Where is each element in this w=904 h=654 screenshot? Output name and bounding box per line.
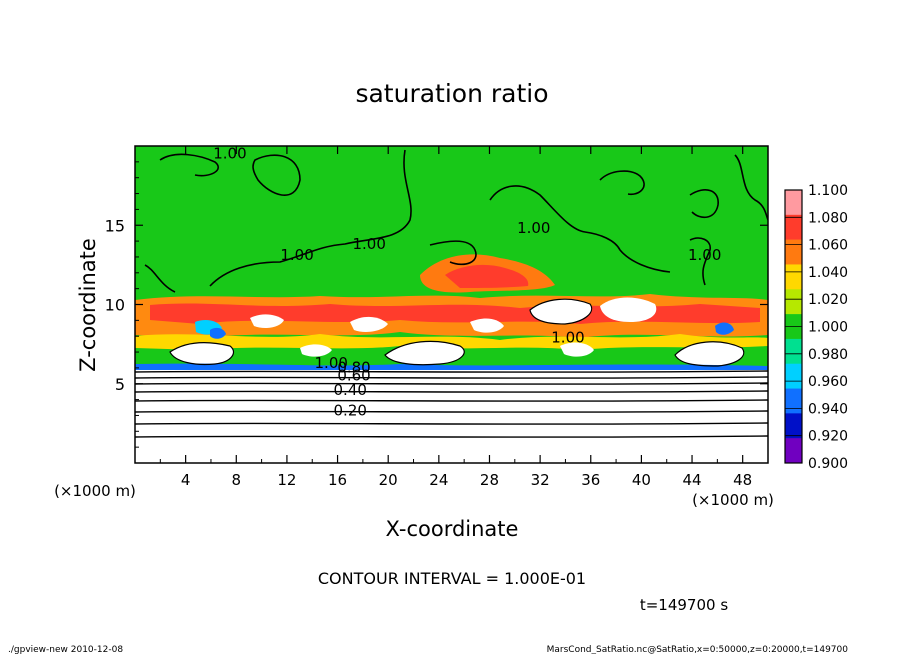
contour-label: 1.00	[517, 219, 550, 237]
footer-left: ./gpview-new 2010-12-08	[8, 645, 123, 654]
colorbar-label: 0.960	[808, 374, 848, 390]
colorbar-swatch	[785, 438, 802, 464]
x-axis-label: X-coordinate	[386, 517, 519, 541]
x-tick-label: 8	[232, 471, 242, 489]
colorbar-swatch	[785, 190, 802, 216]
unsaturated-region	[135, 368, 768, 463]
colorbar-swatch	[785, 363, 802, 389]
x-unit-label: (×1000 m)	[692, 491, 774, 509]
contour-label: 0.60	[337, 367, 370, 385]
colorbar-swatch	[785, 413, 802, 439]
y-tick-label: 15	[105, 216, 125, 235]
x-tick-label: 48	[733, 471, 752, 489]
contour-label: 1.00	[353, 235, 386, 253]
x-axis: 4 8 12 16 20 24 28 32 36 40 44 48	[159, 146, 752, 489]
colorbar-label: 1.000	[808, 320, 848, 336]
contour-labels: 1.001.001.001.001.001.001.000.800.600.40…	[213, 145, 721, 419]
y-axis: 5 10 15	[105, 161, 768, 448]
contour-label: 1.00	[688, 246, 721, 264]
colorbar-label: 1.060	[808, 238, 848, 254]
contour-label: 1.00	[213, 145, 246, 163]
x-tick-label: 12	[277, 471, 296, 489]
colorbar-swatch	[785, 338, 802, 365]
colorbar-label: 1.020	[808, 292, 848, 308]
y-tick-label: 10	[105, 296, 125, 315]
y-axis-label: Z-coordinate	[76, 238, 100, 372]
colorbar-label: 0.940	[808, 401, 848, 417]
x-tick-label: 28	[480, 471, 499, 489]
contours-lower	[135, 370, 768, 438]
contour-label: 0.20	[334, 401, 367, 419]
contours-upper	[144, 149, 768, 293]
x-tick-label: 20	[379, 471, 398, 489]
colorbar-label: 1.100	[808, 183, 848, 199]
colorbar-swatch	[785, 289, 802, 315]
colorbar-swatch	[785, 388, 802, 414]
y-tick-label: 5	[115, 375, 125, 394]
upper-plume-core	[445, 264, 529, 288]
contour-label: 0.40	[334, 381, 367, 399]
colorbar-swatch	[785, 214, 802, 240]
footer-right: MarsCond_SatRatio.nc@SatRatio,x=0:50000,…	[547, 645, 849, 654]
contours-holes	[169, 298, 745, 367]
colorbar-label: 0.980	[808, 347, 848, 363]
x-tick-label: 36	[581, 471, 600, 489]
y-unit-label: (×1000 m)	[54, 482, 136, 500]
x-tick-label: 40	[632, 471, 651, 489]
colorbar: 1.100 1.080 1.060 1.040 1.020 1.000 0.980 0.960…	[784, 183, 848, 472]
cloud-band-yellow	[135, 334, 768, 350]
blue-patch-right	[715, 322, 734, 335]
chart-title: saturation ratio	[355, 79, 548, 108]
x-tick-label: 4	[181, 471, 191, 489]
time-label: t=149700 s	[640, 596, 728, 614]
colorbar-label: 1.080	[808, 210, 848, 226]
blue-patch-left	[210, 327, 226, 339]
contour-label: 1.00	[551, 329, 584, 347]
cloud-band-red	[150, 303, 760, 324]
colorbar-label: 0.900	[808, 456, 848, 472]
colorbar-label: 1.040	[808, 265, 848, 281]
contour-label: 1.00	[280, 246, 313, 264]
contour-label: 1.00	[315, 354, 348, 372]
contour-interval: CONTOUR INTERVAL = 1.000E-01	[318, 569, 586, 588]
x-tick-label: 44	[682, 471, 701, 489]
cloud-base-band	[135, 363, 768, 370]
x-tick-label: 16	[328, 471, 347, 489]
colorbar-swatch	[785, 264, 802, 290]
colorbar-swatch	[785, 239, 802, 265]
white-holes	[170, 297, 744, 366]
plot-area: 1.001.001.001.001.001.001.000.800.600.40…	[105, 145, 769, 489]
x-tick-label: 24	[429, 471, 448, 489]
contour-label: 0.80	[337, 359, 370, 377]
colorbar-label: 0.920	[808, 429, 848, 445]
x-tick-label: 32	[531, 471, 550, 489]
